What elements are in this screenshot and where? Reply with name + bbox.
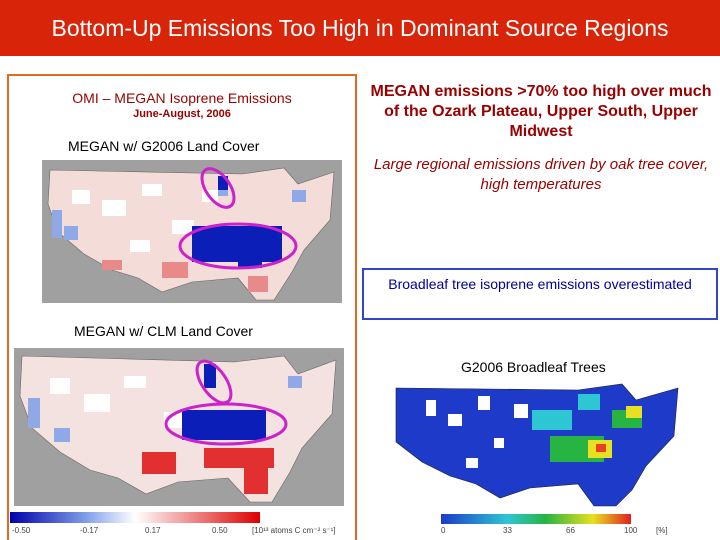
broadleaf-colorbar: [441, 514, 631, 524]
highlight-ellipse: [200, 167, 236, 209]
left-panel-heading: OMI – MEGAN Isoprene Emissions: [72, 90, 292, 106]
g2006-difference-map: [42, 160, 342, 303]
colorbar-tick: 0.50: [212, 526, 228, 535]
slide-title: Bottom-Up Emissions Too High in Dominant…: [0, 0, 720, 56]
difference-colorbar: [10, 512, 260, 523]
highlight-ellipse: [195, 359, 233, 405]
broadleaf-tick: 33: [503, 526, 512, 535]
colorbar-tick: -0.50: [12, 526, 31, 535]
right-panel-italic-text: Large regional emissions driven by oak t…: [373, 156, 709, 193]
colorbar-tick: -0.17: [80, 526, 99, 535]
colorbar-units: [10¹³ atoms C cm⁻² s⁻¹]: [252, 526, 336, 535]
map1-label: MEGAN w/ G2006 Land Cover: [68, 138, 260, 154]
broadleaf-tick: 0: [441, 526, 446, 535]
highlight-ellipse: [178, 222, 298, 270]
colorbar-tick: 0.17: [145, 526, 161, 535]
clm-difference-map: [14, 348, 344, 506]
broadleaf-tick: 66: [566, 526, 575, 535]
broadleaf-label: G2006 Broadleaf Trees: [461, 359, 606, 375]
right-panel-heading: MEGAN emissions >70% too high over much …: [370, 83, 712, 140]
callout-box: Broadleaf tree isoprene emissions overes…: [362, 268, 718, 320]
map2-label: MEGAN w/ CLM Land Cover: [74, 323, 253, 339]
broadleaf-tick: 100: [624, 526, 638, 535]
left-panel-subheading: June-August, 2006: [133, 108, 231, 120]
broadleaf-tree-map: [382, 380, 686, 508]
highlight-ellipse: [164, 402, 288, 446]
broadleaf-units: [%]: [656, 526, 668, 535]
